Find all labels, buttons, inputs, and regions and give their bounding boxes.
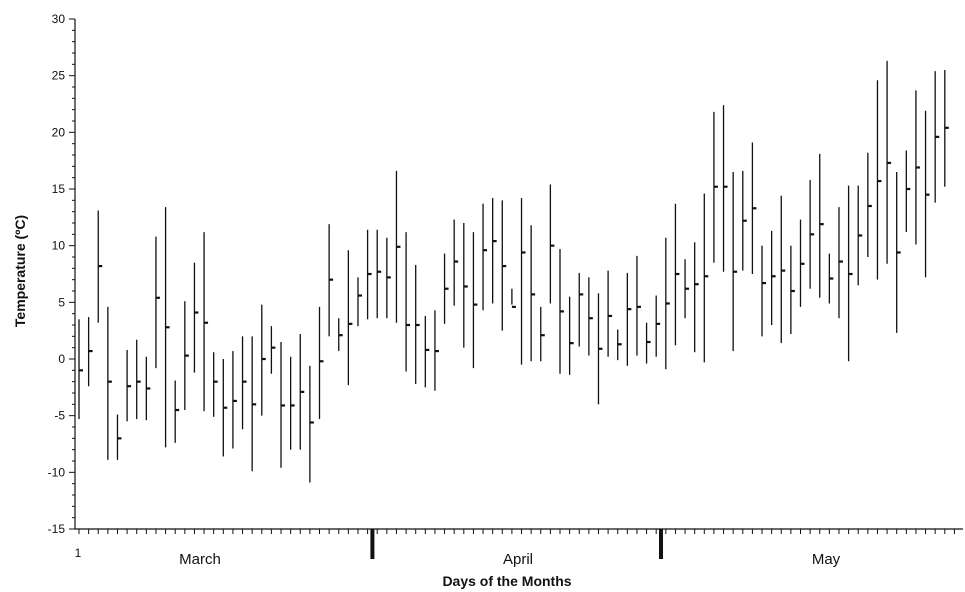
x-first-label: 1	[75, 546, 82, 560]
y-tick-label: 15	[52, 182, 66, 196]
data-bars	[78, 60, 949, 483]
y-tick-label: 25	[52, 69, 66, 83]
month-separator	[659, 529, 664, 559]
month-label-april: April	[503, 551, 533, 568]
y-tick-label: 30	[52, 12, 66, 26]
y-tick-label: 10	[52, 239, 66, 253]
y-tick-label: 20	[52, 125, 66, 139]
x-ticks	[78, 529, 955, 559]
y-tick-label: -5	[54, 409, 65, 423]
y-tick-label: 5	[58, 295, 65, 309]
y-axis-title: Temperature (ºC)	[12, 215, 28, 327]
y-tick-label: -10	[48, 465, 66, 479]
month-label-march: March	[179, 551, 221, 568]
y-tick-label: 0	[58, 352, 65, 366]
month-label-may: May	[812, 551, 841, 568]
y-ticks: 30 25 20 15 10 5 0 -5 -10 -15	[48, 12, 75, 536]
y-tick-label: -15	[48, 522, 66, 536]
x-axis-title: Days of the Months	[442, 573, 571, 589]
month-separator	[370, 529, 375, 559]
axes: 30 25 20 15 10 5 0 -5 -10 -15	[48, 12, 963, 559]
labels: 1 March April May Days of the Months Tem…	[12, 215, 841, 589]
